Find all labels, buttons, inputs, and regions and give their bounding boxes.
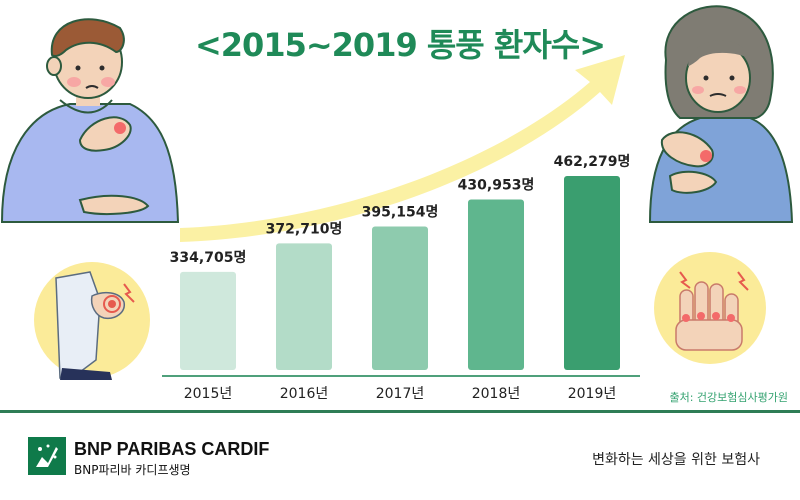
bar-value-label-4: 462,279명: [554, 153, 631, 170]
swollen-hand-icon: [654, 252, 766, 364]
footer: BNP PARIBAS CARDIF BNP파리바 카디프생명 변화하는 세상을…: [0, 413, 800, 500]
bar-value-label-0: 334,705명: [170, 249, 247, 266]
woman-holding-wrist-icon: [648, 5, 794, 223]
brand-subname: BNP파리바 카디프생명: [74, 463, 191, 477]
bar-0: [180, 271, 236, 370]
footer-divider: [0, 410, 800, 413]
x-tick-label-1: 2016년: [280, 386, 329, 402]
bar-value-label-1: 372,710명: [266, 220, 343, 237]
x-tick-label-3: 2018년: [472, 386, 521, 402]
x-tick-label-0: 2015년: [184, 386, 233, 402]
chart-title: <2015~2019 통풍 환자수>: [194, 26, 606, 64]
x-tick-label-2: 2017년: [376, 386, 425, 402]
bar-value-label-2: 395,154명: [362, 203, 439, 220]
brand-tagline: 변화하는 세상을 위한 보험사: [592, 452, 760, 468]
bar-1: [276, 243, 332, 370]
chart-canvas: 334,705명 2015년 372,710명 2016년 395,154명 2017년 4…: [0, 5, 794, 402]
bar-2: [372, 226, 428, 370]
rising-arrow-icon: [180, 55, 625, 242]
brand-name: BNP PARIBAS CARDIF: [74, 439, 270, 459]
brand-logo-icon: [28, 437, 66, 475]
source-note: 출처: 건강보험심사평가원: [669, 391, 788, 404]
bar-4: [564, 176, 620, 370]
x-tick-label-4: 2019년: [568, 386, 617, 402]
man-holding-wrist-icon: [0, 18, 180, 223]
bar-value-label-3: 430,953명: [458, 177, 535, 194]
knee-pain-icon: [34, 262, 150, 380]
bar-3: [468, 199, 524, 370]
